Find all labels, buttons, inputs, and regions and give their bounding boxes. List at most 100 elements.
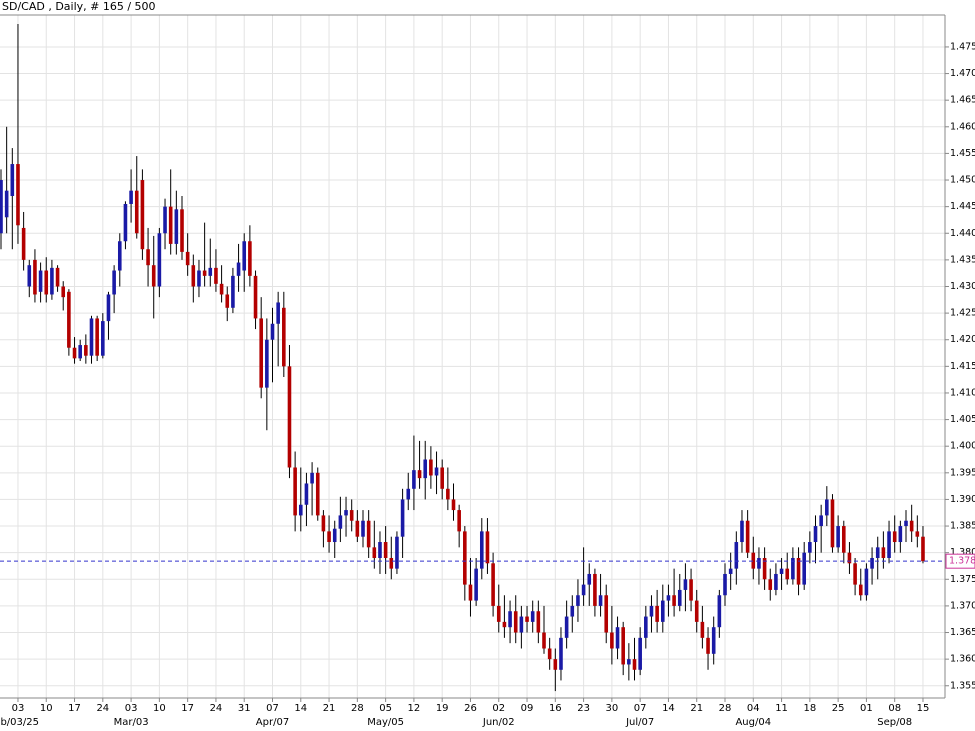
x-tick-label: 24 (210, 703, 223, 714)
candle-body (689, 579, 693, 601)
x-tick-label: 12 (408, 703, 421, 714)
y-tick-label: 1.355 (950, 680, 975, 691)
candle-body (95, 318, 99, 356)
candle-body (723, 573, 727, 596)
candle-body (604, 595, 609, 633)
candle-body (644, 616, 648, 638)
x-tick-label: 28 (719, 703, 732, 714)
candle-body (406, 488, 411, 500)
candle-body (734, 542, 739, 569)
candle-body (89, 318, 94, 356)
y-tick-label: 1.375 (950, 574, 975, 585)
last-price-label: 1.378 (949, 556, 975, 567)
candle-body (33, 259, 37, 295)
candle-body (44, 270, 49, 295)
y-tick-label: 1.445 (950, 201, 975, 212)
x-tick-label: 31 (238, 703, 251, 714)
x-tick-label: 04 (747, 703, 760, 714)
x-tick-label: 01 (860, 703, 873, 714)
y-tick-label: 1.425 (950, 308, 975, 319)
candle-body (672, 595, 676, 606)
candle-body (78, 345, 82, 359)
candle-body (236, 262, 241, 276)
candle-body (536, 611, 541, 633)
x-tick-label: 15 (917, 703, 930, 714)
candle-body (21, 227, 26, 260)
candle-body (819, 515, 823, 527)
candle-body (881, 547, 886, 558)
candle-body (757, 557, 761, 569)
x-tick-label: 03 (12, 703, 25, 714)
candle-body (27, 265, 32, 287)
y-tick-label: 1.450 (950, 175, 975, 186)
x-tick-label: 17 (181, 703, 194, 714)
candle-body (400, 499, 405, 537)
y-tick-label: 1.360 (950, 654, 975, 665)
x-tick-label: 03 (125, 703, 138, 714)
candle-body (463, 531, 467, 585)
candle-body (496, 605, 501, 622)
candle-body (219, 283, 224, 295)
candle-body (259, 318, 263, 388)
candle-body (711, 627, 716, 654)
candle-body (446, 488, 450, 500)
x-group-label: Aug/04 (735, 717, 771, 728)
candle-body (4, 190, 9, 218)
candle-body (134, 190, 139, 234)
candle-body (180, 209, 184, 252)
candle-body (491, 563, 495, 606)
candle-body (649, 605, 654, 617)
candle-body (395, 536, 399, 569)
candle-body (791, 557, 795, 580)
y-tick-label: 1.415 (950, 361, 975, 372)
candle-body (864, 568, 869, 596)
candle-body (841, 526, 846, 553)
candle-body (304, 483, 309, 505)
candles (0, 24, 925, 692)
x-tick-label: 25 (832, 703, 845, 714)
candle-body (898, 526, 903, 543)
candle-body (570, 605, 575, 617)
candle-body (185, 251, 190, 266)
candle-body (38, 270, 43, 292)
candle-body (768, 579, 773, 590)
candle-body (293, 467, 297, 516)
candle-body (615, 627, 620, 649)
candle-body (282, 307, 286, 367)
y-tick-label: 1.395 (950, 467, 975, 478)
y-tick-label: 1.365 (950, 627, 975, 638)
candle-body (417, 470, 422, 479)
candle-body (530, 611, 535, 622)
candle-body (802, 552, 806, 585)
candle-body (587, 573, 592, 585)
x-tick-label: 10 (153, 703, 166, 714)
chart-title: SD/CAD , Daily, # 165 / 500 (2, 0, 156, 13)
candle-body (174, 209, 179, 244)
candle-body (610, 632, 614, 649)
x-group-label: eb/03/25 (0, 717, 39, 728)
candle-body (836, 526, 840, 548)
candle-body (383, 542, 388, 558)
candle-body (55, 267, 60, 287)
candle-body (830, 499, 835, 548)
candle-body (632, 659, 637, 670)
y-tick-label: 1.380 (950, 547, 975, 558)
candle-body (298, 504, 303, 516)
x-tick-label: 10 (40, 703, 53, 714)
candle-body (677, 589, 682, 606)
candle-body (361, 520, 365, 537)
candle-body (338, 515, 343, 529)
y-tick-label: 1.400 (950, 441, 975, 452)
candle-body (813, 526, 818, 543)
y-tick-label: 1.460 (950, 121, 975, 132)
y-tick-label: 1.465 (950, 95, 975, 106)
candle-body (140, 180, 145, 250)
candle-body (542, 632, 546, 649)
candle-body (598, 595, 603, 606)
candle-body (700, 621, 705, 638)
x-tick-label: 08 (888, 703, 901, 714)
candle-body (50, 267, 54, 295)
candle-body (151, 265, 156, 287)
